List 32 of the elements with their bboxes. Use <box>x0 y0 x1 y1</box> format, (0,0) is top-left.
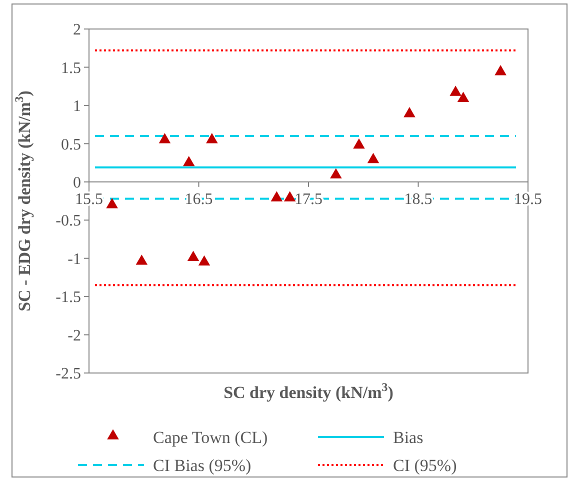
y-tick-label: -1 <box>68 250 81 268</box>
y-tick-label: -1.5 <box>56 289 81 306</box>
legend-label: Cape Town (CL) <box>153 428 268 447</box>
y-tick-label: 0 <box>73 174 81 192</box>
point <box>404 107 416 118</box>
y-tick-label: 1 <box>73 98 81 116</box>
y-tick-label: -2.5 <box>56 366 81 383</box>
y-tick-label: -2 <box>68 327 81 344</box>
legend-label: CI Bias (95%) <box>153 456 252 475</box>
point <box>494 65 506 76</box>
legend-label: Bias <box>393 428 424 447</box>
point <box>450 86 462 96</box>
point <box>284 191 296 202</box>
y-tick-label: 0.5 <box>61 136 81 154</box>
point <box>198 255 210 266</box>
point <box>187 250 200 261</box>
point <box>182 156 195 166</box>
legend-label: CI (95%) <box>393 456 457 475</box>
point <box>106 198 118 208</box>
y-tick-label: 2 <box>73 22 81 39</box>
point <box>367 152 380 164</box>
x-tick-label: 17.5 <box>294 190 322 208</box>
y-tick-label: 1.5 <box>61 60 81 77</box>
x-axis-title: SC dry density (kN/m$^{3}$) <box>224 380 394 402</box>
point <box>158 133 171 144</box>
point <box>330 168 342 178</box>
point <box>457 92 470 102</box>
y-tick-label: -0.5 <box>56 212 81 230</box>
point <box>353 138 365 149</box>
point <box>270 191 283 202</box>
point <box>136 254 148 265</box>
point <box>206 133 218 144</box>
